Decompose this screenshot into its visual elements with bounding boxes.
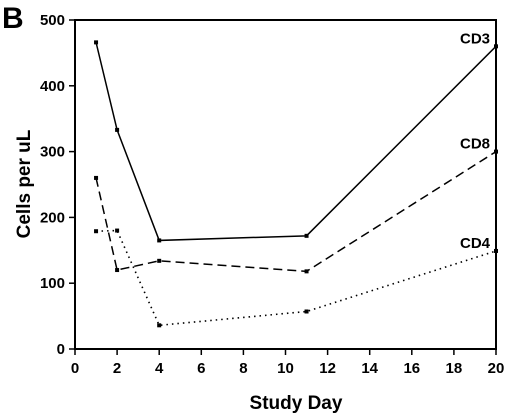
x-tick-label: 0 [71, 360, 79, 377]
series-cd8: CD8 [94, 136, 498, 274]
y-tick-label: 400 [40, 78, 65, 95]
series-label-cd3: CD3 [460, 30, 490, 47]
series-line-cd4 [96, 229, 497, 327]
x-tick-label: 6 [197, 360, 205, 377]
series-cd4: CD4 [94, 228, 498, 328]
series-cd3: CD3 [94, 30, 498, 243]
y-tick-label: 500 [40, 12, 65, 29]
panel-label: B [2, 2, 24, 35]
data-point [94, 229, 99, 234]
y-tick-label: 0 [57, 341, 65, 358]
y-tick-label: 200 [40, 209, 65, 226]
data-point [494, 149, 498, 154]
y-tick-label: 300 [40, 144, 65, 161]
data-point [157, 238, 162, 243]
series-line-cd3 [95, 42, 497, 242]
x-tick-label: 4 [155, 360, 164, 377]
x-tick-label: 14 [361, 360, 378, 377]
x-tick-label: 2 [113, 360, 121, 377]
series-line-cd8 [95, 150, 497, 273]
data-point [494, 44, 498, 49]
x-tick-label: 10 [277, 360, 294, 377]
data-point [94, 40, 99, 45]
x-tick-label: 16 [403, 360, 420, 377]
y-axis-title: Cells per uL [14, 129, 35, 238]
data-point [115, 268, 120, 273]
y-tick-label: 100 [40, 275, 65, 292]
data-point [304, 309, 309, 314]
series-label-cd8: CD8 [460, 136, 490, 153]
x-axis-title: Study Day [250, 393, 343, 414]
x-tick-label: 20 [488, 360, 505, 377]
series-layer: CD3 CD8 CD4 [94, 30, 498, 328]
x-tick-label: 12 [319, 360, 336, 377]
data-point [157, 258, 162, 263]
data-point [304, 233, 309, 238]
x-tick-label: 8 [239, 360, 247, 377]
data-point [115, 228, 120, 233]
data-point [94, 175, 99, 180]
data-point [304, 269, 309, 274]
data-point [115, 127, 120, 132]
data-point [494, 248, 498, 253]
series-label-cd4: CD4 [460, 235, 491, 252]
x-tick-label: 18 [446, 360, 463, 377]
data-point [157, 323, 162, 328]
